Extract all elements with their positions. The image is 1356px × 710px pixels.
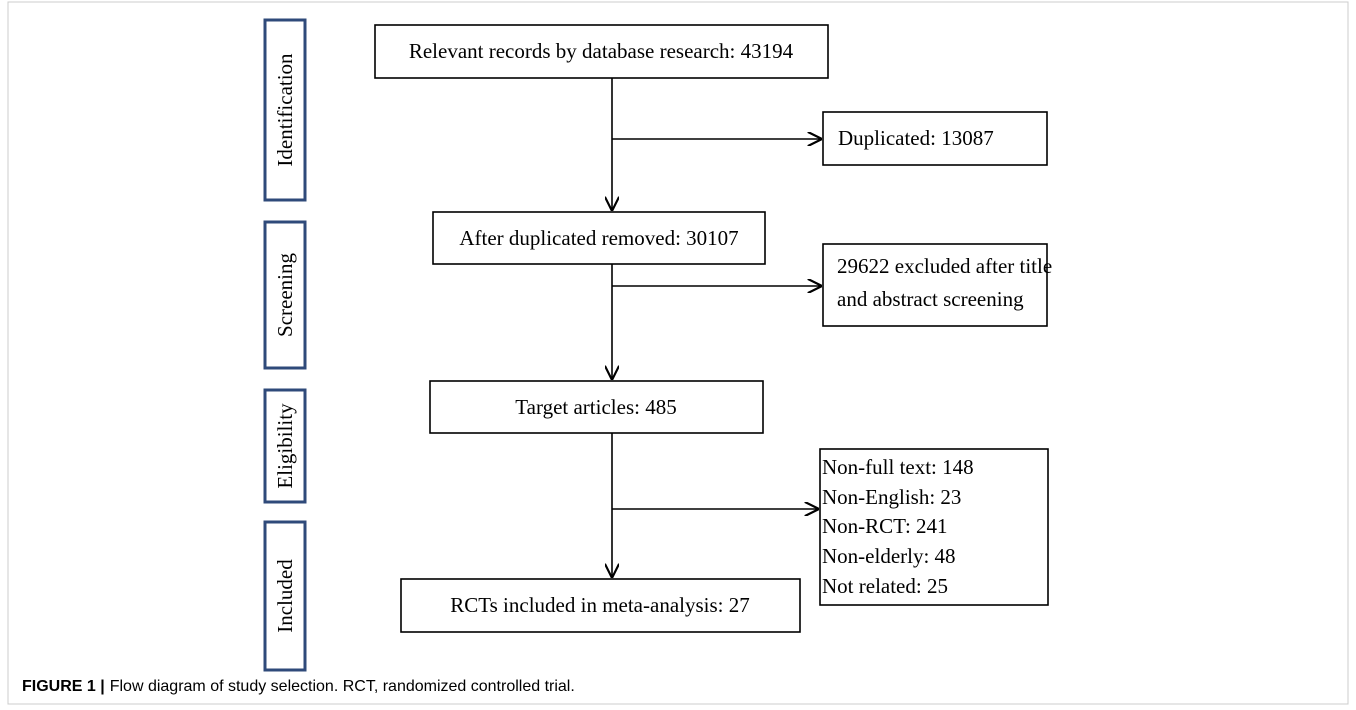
caption: FIGURE 1 | Flow diagram of study selectio… bbox=[22, 678, 575, 695]
main-label: Target articles: 485 bbox=[515, 395, 676, 419]
main-box bbox=[432, 211, 766, 265]
main-label: Relevant records by database research: 4… bbox=[409, 39, 794, 63]
figure-border bbox=[7, 1, 1349, 705]
main-label: RCTs included in meta-analysis: 27 bbox=[450, 593, 750, 617]
main-label: After duplicated removed: 30107 bbox=[459, 226, 738, 250]
main-box bbox=[429, 380, 764, 434]
stage-label: Eligibility bbox=[273, 403, 297, 489]
stage-label: Included bbox=[273, 559, 297, 633]
excluded-label: and abstract screening bbox=[837, 287, 1024, 311]
stage-box bbox=[263, 220, 307, 370]
excluded-label: Non-elderly: 48 bbox=[822, 544, 956, 568]
excluded-label: Non-RCT: 241 bbox=[822, 514, 948, 538]
excluded-box bbox=[822, 111, 1048, 166]
excluded-label: Non-English: 23 bbox=[822, 485, 961, 509]
caption-label: FIGURE 1 | bbox=[22, 678, 105, 695]
stage-box bbox=[263, 388, 307, 504]
main-box bbox=[400, 578, 801, 633]
excluded-box bbox=[819, 448, 1049, 606]
excluded-box bbox=[822, 243, 1048, 327]
stage-box bbox=[263, 520, 307, 672]
stage-label: Identification bbox=[273, 53, 297, 167]
main-box bbox=[374, 24, 829, 79]
excluded-label: Not related: 25 bbox=[822, 574, 948, 598]
excluded-label: Duplicated: 13087 bbox=[838, 126, 994, 150]
stage-box bbox=[263, 18, 307, 202]
caption-text: Flow diagram of study selection. RCT, ra… bbox=[110, 678, 575, 695]
excluded-label: Non-full text: 148 bbox=[822, 455, 974, 479]
excluded-label: 29622 excluded after title bbox=[837, 254, 1052, 278]
stage-label: Screening bbox=[273, 253, 297, 337]
